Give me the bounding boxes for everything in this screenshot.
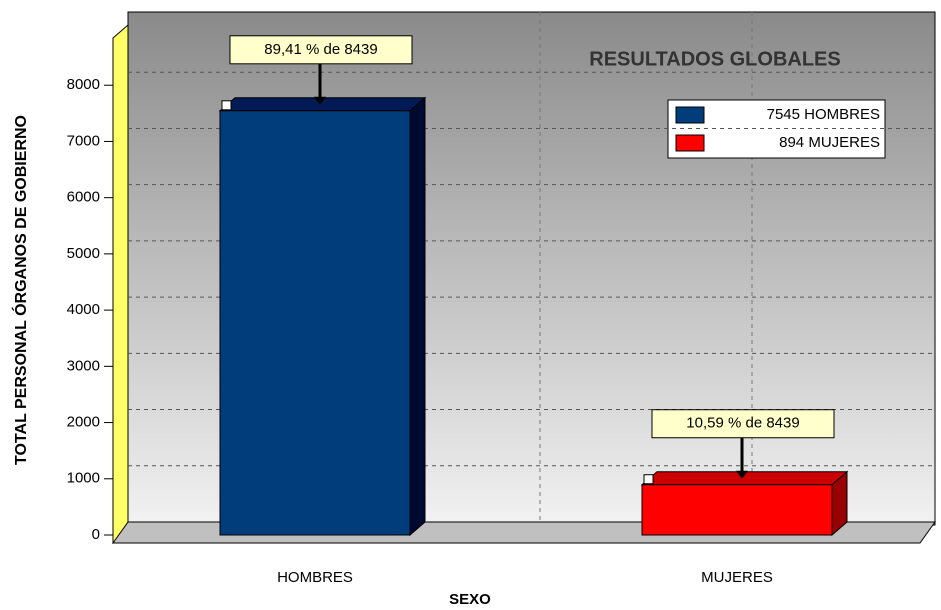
bar-marker [643, 474, 654, 485]
bar-side [409, 96, 426, 537]
bar [641, 484, 833, 536]
y-tick-label: 2000 [67, 414, 100, 431]
annotation-arrowhead [314, 96, 326, 105]
legend-swatch [675, 106, 705, 124]
bar [219, 110, 411, 536]
side-wall [112, 23, 129, 545]
annotation: 10,59 % de 8439 [686, 415, 799, 432]
chart-title: RESULTADOS GLOBALES [589, 48, 840, 70]
y-tick-label: 1000 [67, 470, 100, 487]
legend-label: 7545 HOMBRES [767, 106, 880, 123]
annotation-arrowhead [736, 470, 748, 479]
y-tick-label: 3000 [67, 357, 100, 374]
y-tick-label: 5000 [67, 245, 100, 262]
y-tick-label: 6000 [67, 189, 100, 206]
annotation: 89,41 % de 8439 [264, 41, 377, 58]
annotation-box [651, 409, 835, 439]
y-tick-label: 0 [92, 526, 100, 543]
y-tick-label: 4000 [67, 301, 100, 318]
legend-label: 894 MUJERES [779, 134, 880, 151]
bar-marker [221, 100, 232, 111]
x-tick-label: HOMBRES [277, 569, 353, 586]
legend-swatch [675, 134, 705, 152]
y-tick-label: 8000 [67, 76, 100, 93]
x-tick-label: MUJERES [701, 569, 773, 586]
x-axis-label: SEXO [449, 591, 491, 608]
y-axis-label: TOTAL PERSONAL ÓRGANOS DE GOBIERNO [11, 115, 30, 465]
annotation-box [229, 35, 413, 65]
y-tick-label: 7000 [67, 132, 100, 149]
